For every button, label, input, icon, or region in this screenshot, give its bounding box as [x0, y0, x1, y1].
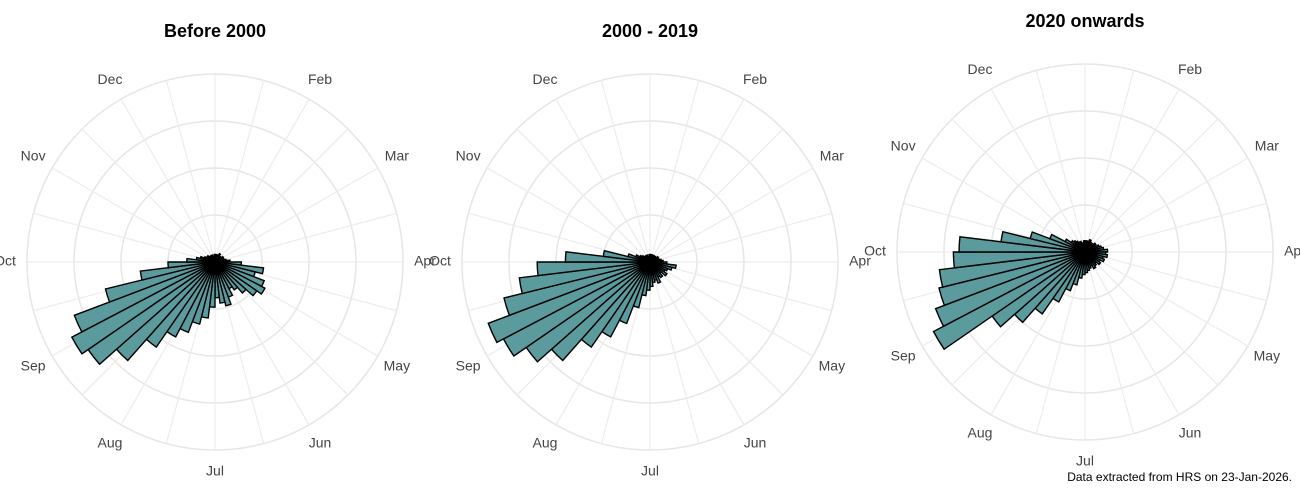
grid-spoke [51, 167, 216, 263]
grid-spoke [1084, 251, 1267, 302]
theta-label: Mar [385, 148, 409, 164]
bar [934, 251, 1086, 328]
bar [938, 251, 1086, 288]
grid-spoke [649, 261, 700, 444]
bar [104, 261, 216, 303]
theta-label: Sep [456, 358, 481, 374]
footer-note: Data extracted from HRS on 23-Jan-2026. [1067, 470, 1292, 484]
bar [938, 251, 1086, 307]
theta-label: Oct [429, 253, 451, 269]
theta-label: Sep [891, 348, 916, 364]
theta-label: May [384, 358, 410, 374]
grid-spoke [600, 80, 651, 263]
grid-spoke [649, 261, 832, 312]
theta-label: May [1254, 348, 1280, 364]
grid-spoke [649, 261, 745, 426]
grid-spoke [1084, 118, 1219, 253]
grid-spoke [1084, 251, 1135, 434]
grid-spoke [649, 98, 745, 263]
grid-spoke [1084, 88, 1180, 253]
bar [139, 261, 216, 281]
theta-label: Oct [0, 253, 16, 269]
chart-title: 2020 onwards [1025, 11, 1144, 31]
theta-label: Jul [1076, 453, 1094, 469]
bar [518, 261, 651, 295]
theta-label: Aug [968, 425, 993, 441]
bar [214, 261, 232, 307]
chart-title: 2000 - 2019 [602, 21, 698, 41]
grid-spoke [649, 128, 784, 263]
theta-label: Jun [1179, 425, 1202, 441]
grid-spoke [1035, 70, 1086, 253]
bar [536, 261, 651, 277]
grid-spoke [1084, 251, 1249, 347]
theta-label: Apr [414, 253, 436, 269]
grid-spoke [649, 261, 784, 396]
theta-label: Mar [820, 148, 844, 164]
bar [952, 251, 1086, 269]
theta-label: Feb [1178, 61, 1202, 77]
theta-label: Dec [533, 71, 558, 87]
grid-spoke [921, 157, 1086, 253]
grid-spoke [951, 118, 1086, 253]
grid-spoke [120, 98, 216, 263]
theta-label: Jul [206, 463, 224, 479]
theta-label: Apr [849, 253, 871, 269]
theta-label: Apr [1284, 243, 1300, 259]
bar [1082, 240, 1086, 253]
grid-spoke [649, 261, 814, 357]
grid-spoke [33, 212, 216, 263]
grid-spoke [1084, 251, 1219, 386]
bar [73, 261, 216, 333]
theta-label: Nov [456, 148, 481, 164]
chart-title: Before 2000 [164, 21, 266, 41]
grid-spoke [214, 261, 310, 426]
grid-spoke [1084, 157, 1249, 253]
grid-spoke [486, 167, 651, 263]
bar [503, 261, 651, 317]
bar [213, 253, 216, 263]
theta-label: Aug [98, 435, 123, 451]
grid-spoke [649, 167, 814, 263]
grid-spoke [81, 128, 216, 263]
theta-label: Jun [744, 435, 767, 451]
theta-label: Oct [864, 243, 886, 259]
theta-label: Feb [308, 71, 332, 87]
bar [932, 251, 1086, 351]
theta-label: Dec [98, 71, 123, 87]
theta-label: Mar [1255, 138, 1279, 154]
grid-spoke [214, 98, 310, 263]
theta-label: Jun [309, 435, 332, 451]
theta-label: May [819, 358, 845, 374]
theta-label: Dec [968, 61, 993, 77]
grid-spoke [1084, 202, 1267, 253]
theta-label: Nov [891, 138, 916, 154]
grid-spoke [214, 212, 397, 263]
grid-spoke [990, 88, 1086, 253]
theta-label: Aug [533, 435, 558, 451]
theta-label: Nov [21, 148, 46, 164]
bar [70, 261, 216, 355]
grid-spoke [214, 167, 379, 263]
grid-spoke [516, 128, 651, 263]
grid-spoke [1084, 70, 1135, 253]
grid-spoke [649, 80, 700, 263]
grid-spoke [214, 80, 265, 263]
grid-spoke [649, 212, 832, 263]
theta-label: Jul [641, 463, 659, 479]
bar [167, 261, 216, 269]
bar [648, 253, 651, 263]
grid-spoke [165, 80, 216, 263]
theta-label: Feb [743, 71, 767, 87]
grid-spoke [214, 128, 349, 263]
bar [214, 261, 226, 304]
grid-spoke [555, 98, 651, 263]
bar [487, 261, 651, 344]
grid-spoke [1084, 251, 1180, 416]
theta-label: Sep [21, 358, 46, 374]
